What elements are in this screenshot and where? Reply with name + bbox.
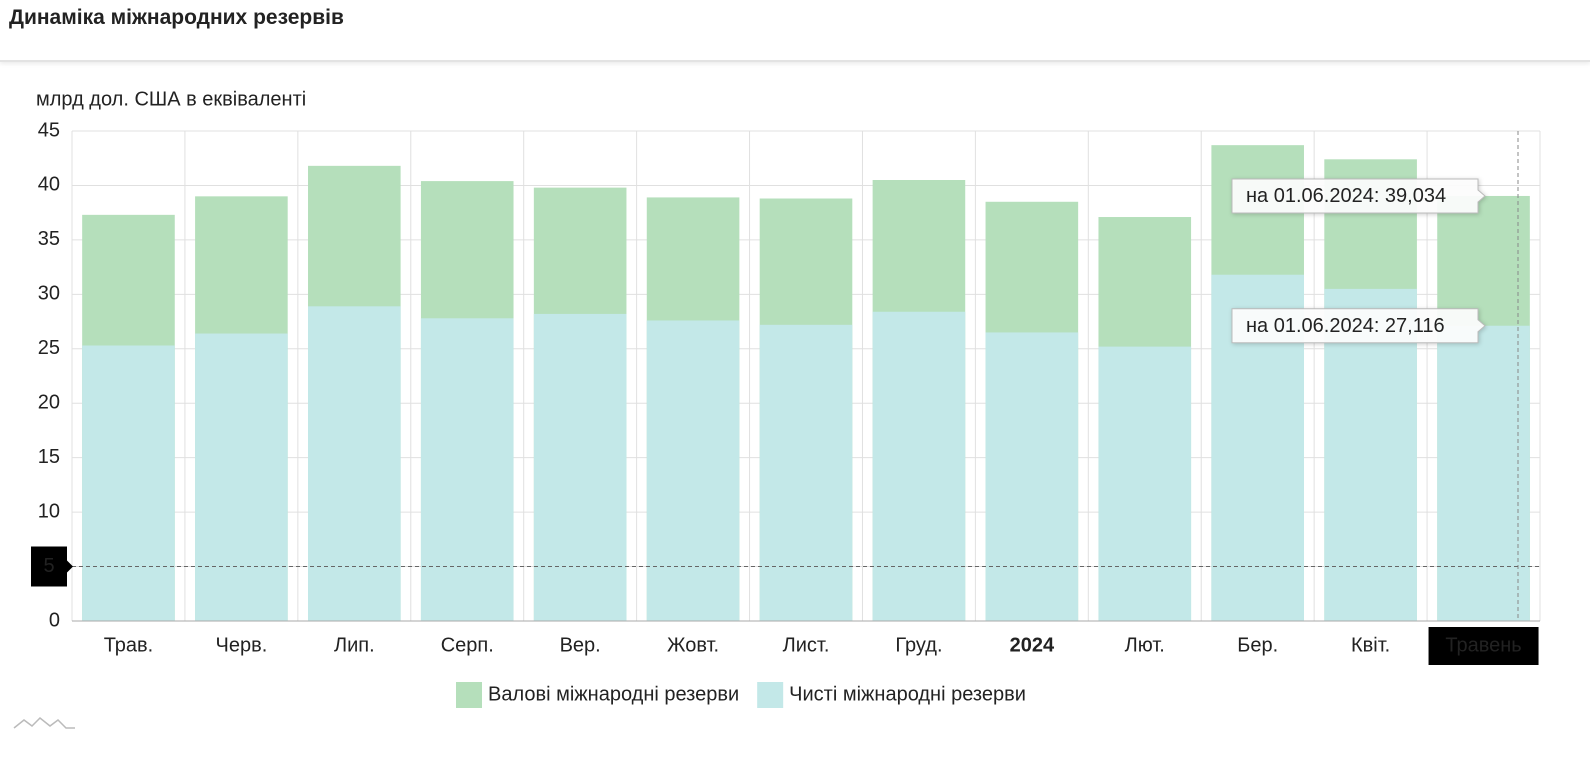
y-tick-label: 45 — [38, 119, 60, 141]
bar — [195, 333, 288, 621]
x-tick-label: Груд. — [895, 634, 942, 656]
x-tick-label: Серп. — [441, 634, 494, 656]
legend-swatch — [757, 682, 784, 708]
bar — [1098, 346, 1192, 621]
x-tick-label: Трав. — [104, 634, 154, 656]
bar — [1324, 288, 1417, 621]
bar — [646, 320, 740, 621]
tooltip-box — [1231, 178, 1486, 214]
bar — [759, 324, 853, 621]
y-tick-label: 35 — [38, 228, 60, 250]
x-tick-label: Квіт. — [1351, 634, 1390, 656]
y-tick-label: 15 — [38, 446, 60, 468]
tooltip-box — [1231, 308, 1486, 344]
y-tick-label: 20 — [38, 392, 60, 414]
x-tick-label: 2024 — [1010, 634, 1055, 656]
legend-label: Валові міжнародні резерви — [488, 683, 739, 705]
x-tick-label: Жовт. — [667, 634, 719, 656]
tooltip-text: на 01.06.2024: 27,116 — [1246, 315, 1445, 337]
y-tick-label: 0 — [49, 609, 60, 631]
legend-label: Чисті міжнародні резерви — [789, 683, 1026, 705]
y-tick-label: 10 — [38, 500, 60, 522]
x-tick-label: Вер. — [560, 634, 601, 656]
logo — [13, 716, 75, 729]
chart-title: Динаміка міжнародних резервів — [9, 6, 344, 29]
x-tick-label: Лют. — [1125, 634, 1165, 656]
crosshair-y-label: 5 — [43, 555, 54, 577]
bar — [1437, 325, 1530, 621]
bar — [420, 318, 514, 621]
bar — [308, 306, 401, 621]
y-tick-label: 40 — [38, 174, 60, 196]
bar — [533, 313, 627, 621]
tooltip-text: на 01.06.2024: 39,034 — [1246, 185, 1446, 207]
y-axis-label: млрд дол. США в еквіваленті — [36, 88, 306, 110]
bar — [985, 332, 1079, 621]
x-tick-label: Бер. — [1237, 634, 1278, 656]
x-tick-label: Лип. — [334, 634, 375, 656]
x-tick-label: Травень — [1445, 634, 1521, 656]
bar — [872, 311, 966, 621]
y-tick-label: 25 — [38, 337, 60, 359]
crosshair-x-label-bg — [1428, 627, 1539, 665]
legend-swatch — [456, 682, 482, 708]
x-tick-label: Лист. — [783, 634, 830, 656]
crosshair-y-label-bg — [31, 546, 73, 587]
y-tick-label: 30 — [38, 283, 60, 305]
x-tick-label: Черв. — [216, 634, 268, 656]
bar — [82, 345, 175, 621]
header: Динаміка міжнародних резервів — [0, 0, 1590, 62]
